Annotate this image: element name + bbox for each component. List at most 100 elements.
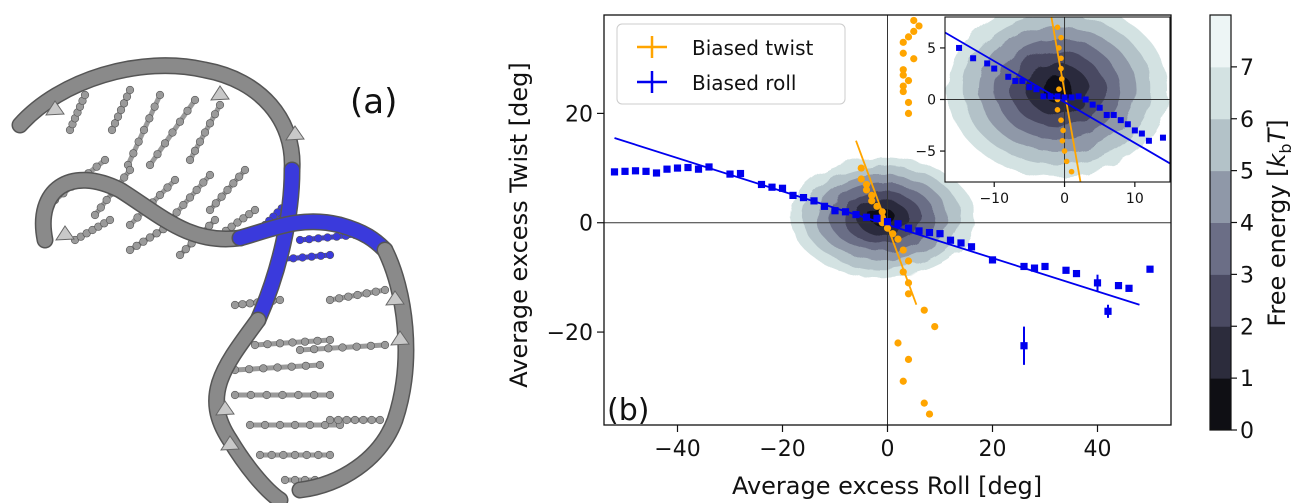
colorbar-band-0 <box>1210 378 1231 431</box>
atom-ball <box>245 420 255 430</box>
point-roll <box>1068 94 1075 101</box>
point-roll <box>957 239 965 247</box>
atom-ball <box>145 233 155 242</box>
point-twist <box>931 323 939 331</box>
colorbar-band-3 <box>1210 222 1231 275</box>
point-roll <box>1110 111 1117 118</box>
atom-ball <box>240 165 250 175</box>
point-roll <box>1030 264 1039 272</box>
atom-ball <box>305 235 314 244</box>
atom-ball <box>129 149 138 158</box>
point-roll <box>915 227 923 235</box>
colorbar-tick-label: 4 <box>1240 212 1254 237</box>
atom-ball <box>181 245 190 254</box>
colorbar-bands <box>1210 15 1231 431</box>
base-pair-3 <box>145 95 200 170</box>
atom-ball <box>287 362 296 371</box>
point-roll <box>831 207 839 215</box>
colorbar-band-4 <box>1210 170 1231 223</box>
base-pair-103 <box>230 390 335 400</box>
point-twist <box>1054 24 1061 31</box>
atom-ball <box>233 218 242 227</box>
dna-backbones <box>11 57 415 503</box>
atom-ball <box>300 337 310 346</box>
atom-ball <box>380 285 390 295</box>
panel-a-label: (a) <box>350 82 397 122</box>
legend-box <box>616 23 846 105</box>
point-roll <box>694 165 703 173</box>
point-roll <box>1093 279 1102 287</box>
point-roll <box>967 243 976 251</box>
atom-ball <box>366 341 375 350</box>
atom-ball <box>375 415 385 425</box>
atom-ball <box>325 295 335 305</box>
atom-ball <box>192 185 201 195</box>
atom-ball <box>125 220 135 230</box>
legend-label-twist: Biased twist <box>692 36 813 60</box>
x-tick-label: −20 <box>759 437 805 462</box>
backbone-crossing-blue <box>251 163 299 327</box>
atom-ball <box>116 105 126 115</box>
atom-ball <box>229 179 238 188</box>
atom-ball <box>179 200 188 210</box>
atom-ball <box>371 287 380 296</box>
point-roll <box>873 214 881 222</box>
atom-ball <box>168 128 177 137</box>
point-roll <box>904 224 913 232</box>
main-data-points <box>610 16 1154 418</box>
atom-ball <box>199 178 208 187</box>
point-twist <box>904 290 913 298</box>
atom-ball <box>211 199 220 208</box>
point-twist <box>1058 65 1064 72</box>
panel-b-label: (b) <box>607 393 649 428</box>
point-twist <box>910 27 918 35</box>
atom-ball <box>125 85 135 95</box>
point-roll <box>799 193 808 202</box>
point-roll <box>642 167 650 175</box>
point-twist <box>894 235 902 243</box>
point-roll <box>1047 93 1054 100</box>
atom-ball <box>250 340 260 350</box>
atom-ball <box>132 241 141 250</box>
point-roll <box>1146 265 1154 273</box>
atom-ball <box>96 203 105 212</box>
point-roll <box>1062 266 1070 274</box>
point-roll <box>810 197 818 205</box>
atom-ball <box>205 205 215 215</box>
colorbar-band-1 <box>1210 326 1231 379</box>
point-roll <box>946 236 955 244</box>
colorbar-tick-label: 5 <box>1240 160 1254 185</box>
atom-ball <box>359 415 368 425</box>
colorbar-tick-label: 1 <box>1240 367 1254 392</box>
atom-ball <box>310 345 319 354</box>
point-twist <box>904 355 913 363</box>
point-twist <box>904 33 913 41</box>
main-x-ticks: −40 −20 0 20 40 <box>654 425 1112 462</box>
atom-ball <box>273 363 282 372</box>
atom-ball <box>338 343 347 352</box>
atom-ball <box>195 137 205 146</box>
atom-ball <box>122 92 132 101</box>
point-roll <box>621 167 629 175</box>
atom-ball <box>190 95 200 105</box>
atom-ball <box>290 450 300 460</box>
atom-ball <box>223 185 232 195</box>
point-roll <box>841 208 850 216</box>
point-roll <box>1082 96 1089 103</box>
colorbar-band-6 <box>1210 66 1231 120</box>
x-tick-label: 40 <box>1084 437 1112 462</box>
colorbar: 0 1 2 3 4 5 6 7 Free energy [kbT] <box>1209 14 1295 444</box>
point-roll <box>673 164 682 172</box>
backbone-middle-blue <box>233 214 392 257</box>
colorbar-tick-label: 7 <box>1240 56 1254 81</box>
point-twist <box>1056 86 1062 92</box>
atom-ball <box>335 294 344 303</box>
point-roll <box>894 220 902 228</box>
atom-ball <box>279 450 288 460</box>
atom-ball <box>352 342 361 351</box>
atom-ball <box>275 295 285 305</box>
point-roll <box>1131 127 1138 134</box>
point-roll <box>988 256 997 264</box>
point-roll <box>820 202 829 210</box>
point-twist <box>1058 34 1064 41</box>
